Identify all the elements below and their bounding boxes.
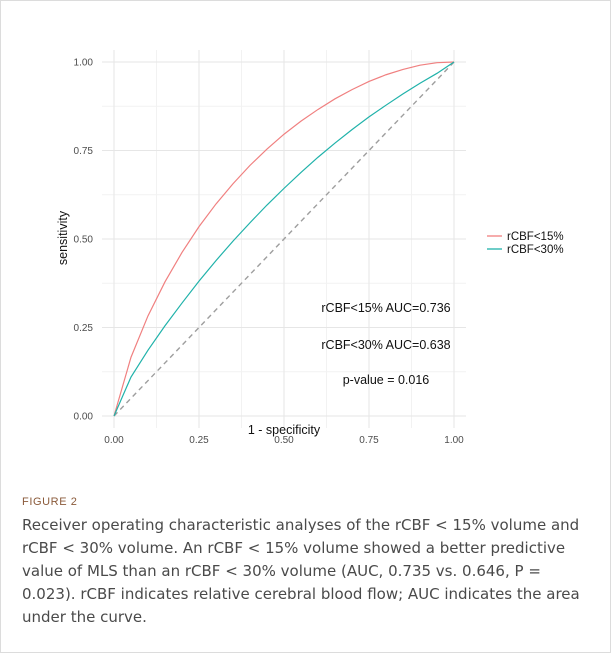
series-lines xyxy=(113,61,455,417)
tick-labels: 0.00 0.25 0.50 0.75 1.00 0.00 0.25 0.50 0.75 1.00 xyxy=(74,58,465,447)
y-tick-label: 0.25 xyxy=(74,323,94,334)
x-axis-label: 1 - specificity xyxy=(248,423,321,437)
roc-curve-line xyxy=(113,61,455,417)
y-tick-label: 0.00 xyxy=(74,412,94,423)
auc-annotation: p-value = 0.016 xyxy=(343,373,430,387)
y-axis-label: sensitivity xyxy=(56,210,70,265)
figure-caption: Receiver operating characteristic analys… xyxy=(22,516,580,626)
y-tick-label: 0.75 xyxy=(74,146,94,157)
y-tick-label: 1.00 xyxy=(74,58,94,69)
roc-curve-line xyxy=(113,61,455,417)
auc-annotation: rCBF<30% AUC=0.638 xyxy=(321,338,450,352)
auc-annotation: rCBF<15% AUC=0.736 xyxy=(321,301,450,315)
x-tick-label: 1.00 xyxy=(444,435,464,446)
y-tick-label: 0.50 xyxy=(74,235,94,246)
legend-label: rCBF<30% xyxy=(507,244,564,256)
x-tick-label: 0.50 xyxy=(274,435,294,446)
roc-chart: 0.00 0.25 0.50 0.75 1.00 0.00 0.25 0.50 0.75 1.00… xyxy=(56,50,564,447)
x-tick-label: 0.00 xyxy=(104,435,124,446)
legend: rCBF<15%rCBF<30% xyxy=(487,231,564,256)
legend-label: rCBF<15% xyxy=(507,231,564,243)
figure-label: FIGURE 2 xyxy=(22,496,78,508)
x-tick-label: 0.75 xyxy=(359,435,379,446)
annotations: rCBF<15% AUC=0.736 rCBF<30% AUC=0.638 p-va… xyxy=(321,301,450,387)
reference-diagonal-line xyxy=(113,61,455,417)
x-tick-label: 0.25 xyxy=(189,435,209,446)
grid-lines xyxy=(102,50,466,428)
